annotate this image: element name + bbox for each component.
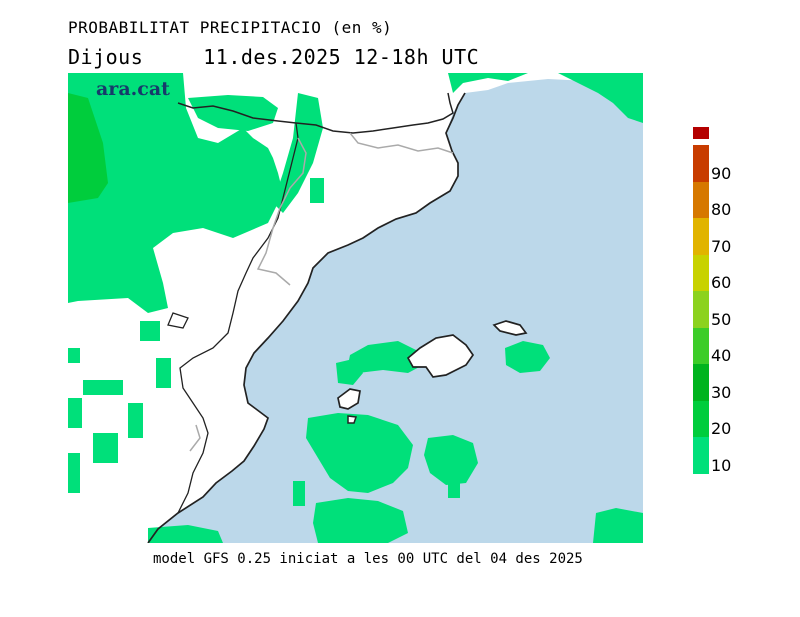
aracat-logo[interactable]: ara.cat [96,78,170,100]
precip-area-spot-9 [310,178,324,203]
legend-label: 10 [711,455,732,475]
border-catalonia [177,122,299,514]
legend-swatch [693,145,709,182]
precip-area-majorca [348,341,423,373]
border-north [177,92,454,134]
precip-area-ibiza [336,359,363,385]
map-canvas [68,73,643,543]
precip-area-south-1 [306,413,413,493]
precip-area-spot-10 [293,481,305,506]
legend-label: 60 [711,273,732,292]
color-legend: 10 20 30 40 50 60 70 80 90 [693,127,783,475]
legend-swatch [693,181,709,218]
precip-area-spot-3 [68,398,82,428]
forecast-period: Dijous 11.des.2025 12-18h UTC [68,45,479,69]
legend-label: 40 [711,346,732,365]
precip-area-20-west [68,93,108,203]
precip-area-spot-6 [93,433,118,463]
legend-swatch [693,327,709,364]
precip-area-northeast [448,73,643,123]
island-formentera [347,415,358,424]
sea-area [148,79,643,543]
legend-swatch [693,364,709,401]
model-info: model GFS 0.25 iniciat a les 00 UTC del … [153,551,583,567]
legend-swatch [693,218,709,255]
precip-area-south-2 [424,435,478,485]
precip-areas [68,73,643,543]
precip-area-minorca [505,341,550,373]
island-minorca [492,320,528,336]
precip-area-spot-2 [83,380,123,395]
legend-label: 70 [711,236,732,256]
legend-swatch [693,400,709,437]
legend-label: 90 [711,163,732,183]
precipitation-map [68,73,643,543]
precip-area-south-4 [593,508,643,543]
forecast-date: 11.des.2025 [203,45,342,69]
forecast-day: Dijous [68,45,144,69]
legend-swatch [693,437,709,474]
precip-areas-20 [68,93,108,203]
legend-label: 50 [711,309,732,329]
legend-swatch [693,127,709,139]
precip-area-spot-1 [68,348,80,363]
border-castellon [167,312,189,329]
island-majorca [406,334,475,378]
precip-area-spot-4 [128,403,143,438]
precip-area-south-3 [313,498,408,543]
precip-area-north [188,95,278,131]
border-valencia [189,424,201,452]
precip-area-spot-11 [448,473,460,498]
border-andorra [349,132,454,154]
island-ibiza [337,388,361,410]
precip-area-spot-5 [156,358,171,388]
legend-label: 80 [711,200,732,219]
precip-area-pyrenees [273,93,323,213]
legend-swatch [693,254,709,291]
precip-area-west [68,73,283,313]
map-title: PROBABILITAT PRECIPITACIO (en %) [68,18,393,37]
coastline [147,92,466,543]
precip-area-south-5 [148,525,223,543]
border-aragon [256,137,307,286]
legend-label: 30 [711,382,732,402]
precip-area-spot-8 [140,321,160,341]
forecast-time-range: 12-18h UTC [353,45,480,69]
precip-area-spot-7 [68,453,80,493]
legend-label: 20 [711,419,732,438]
legend-swatch [693,291,709,328]
